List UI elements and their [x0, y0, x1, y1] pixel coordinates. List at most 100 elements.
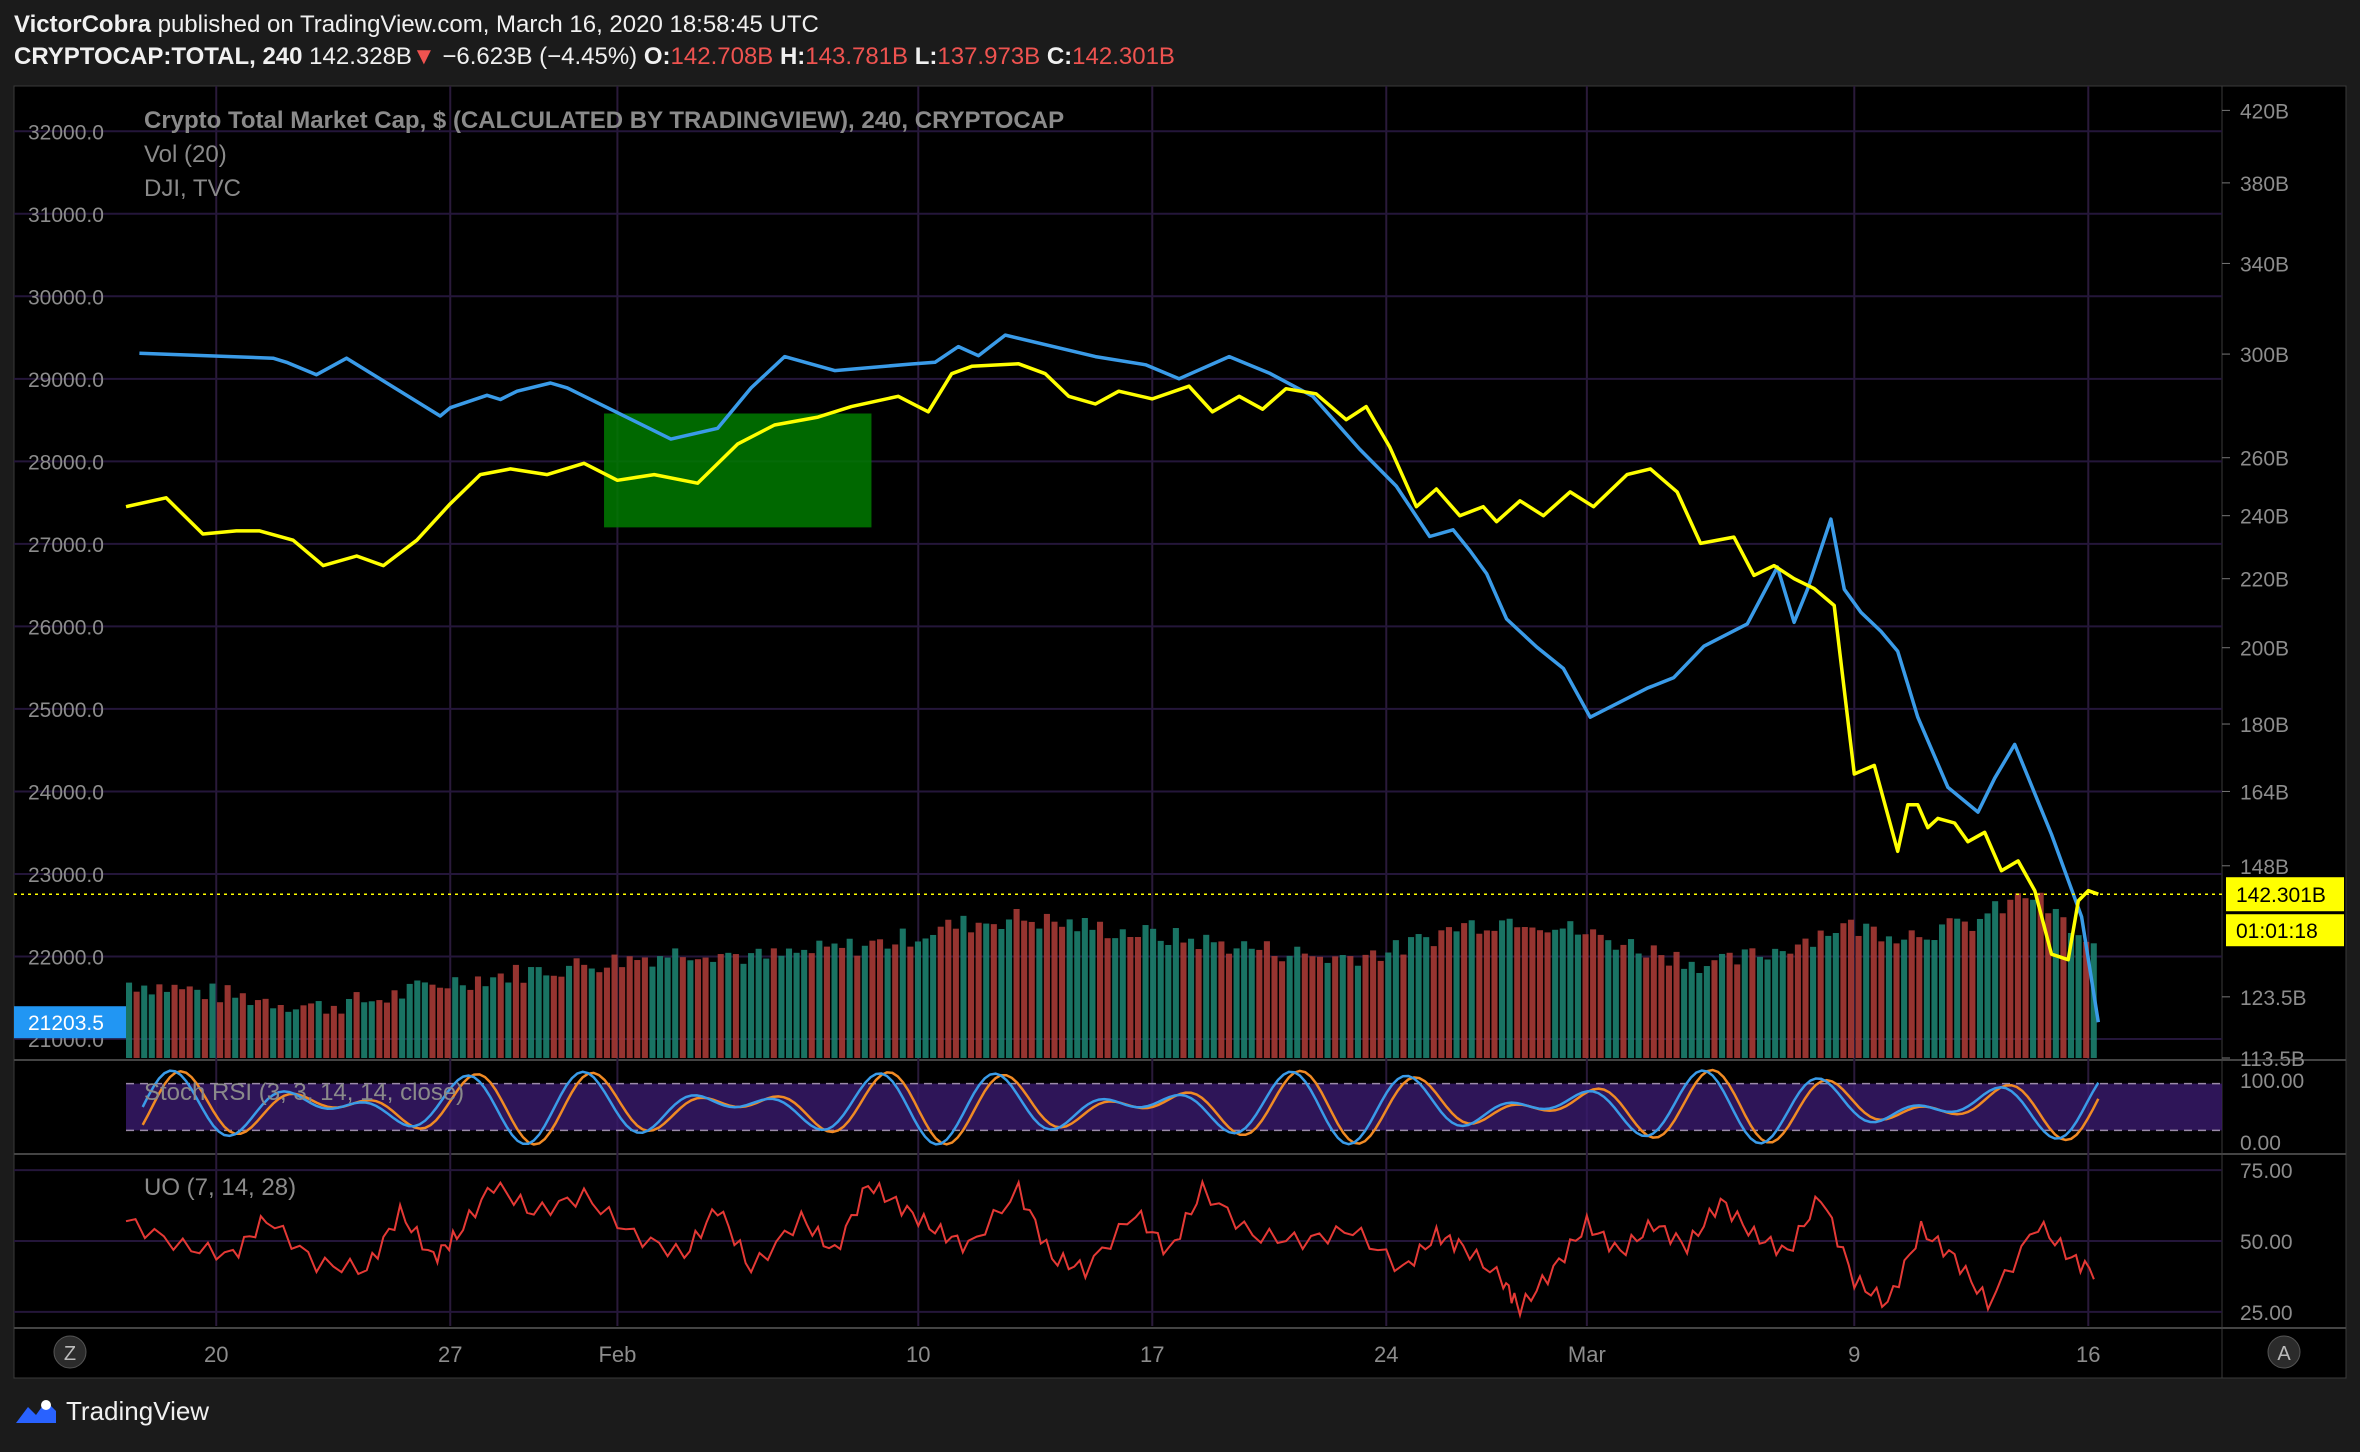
volume-bar [399, 998, 406, 1058]
volume-bar [1021, 920, 1028, 1058]
volume-bar [968, 932, 975, 1058]
volume-bar [1150, 928, 1157, 1058]
volume-bar [1225, 953, 1233, 1058]
volume-bar [1043, 913, 1050, 1058]
volume-bar [664, 957, 671, 1058]
volume-bar [429, 984, 436, 1058]
volume-bar [2083, 941, 2090, 1058]
volume-bar [2014, 893, 2021, 1058]
volume-bar [1552, 929, 1559, 1058]
left-axis-tick: 26000.0 [28, 616, 104, 639]
volume-bar [1665, 965, 1672, 1058]
volume-bar [201, 999, 208, 1058]
right-axis-tick: 340B [2240, 253, 2289, 276]
symbol-name[interactable]: CRYPTOCAP:TOTAL, 240 [14, 43, 303, 70]
volume-bar [1605, 940, 1612, 1058]
volume-bar [1650, 945, 1657, 1058]
left-axis-tick: 22000.0 [28, 946, 104, 969]
volume-bar [277, 1004, 284, 1058]
volume-bar [543, 975, 550, 1058]
timezone-button[interactable] [53, 1335, 87, 1369]
volume-bar [930, 934, 937, 1058]
volume-bar [1772, 948, 1779, 1058]
volume-bar [1134, 937, 1141, 1058]
volume-bar [717, 954, 724, 1058]
low-label: L: [914, 43, 938, 70]
volume-bar [1188, 938, 1195, 1058]
volume-bar [1013, 908, 1020, 1058]
volume-bar [452, 977, 459, 1058]
volume-bar [983, 923, 990, 1058]
volume-bar [1923, 939, 1930, 1058]
volume-bar [1817, 930, 1824, 1058]
volume-bar [308, 1003, 315, 1058]
chart-background [13, 85, 2223, 1379]
volume-bar [1233, 948, 1240, 1058]
price-badge [2226, 877, 2344, 912]
volume-bar [679, 957, 686, 1058]
volume-bar [1112, 938, 1119, 1058]
uo-line [125, 1178, 2095, 1319]
stoch-axis-tick: 0.00 [2240, 1132, 2281, 1155]
publisher-name[interactable]: VictorCobra [14, 11, 151, 38]
uo-axis-tick: 50.00 [2240, 1231, 2293, 1254]
publish-line: VictorCobra published on TradingView.com… [14, 10, 2314, 40]
volume-bar [641, 957, 648, 1058]
volume-bar [497, 973, 504, 1058]
volume-bar [232, 997, 239, 1058]
volume-bar [778, 955, 785, 1058]
volume-bar [1339, 955, 1346, 1058]
volume-bar [406, 983, 413, 1058]
volume-bar [1893, 943, 1900, 1058]
volume-bar [550, 975, 557, 1058]
right-axis-tick: 240B [2240, 506, 2289, 529]
tradingview-logo-icon [16, 1399, 56, 1423]
brand-name: TradingView [66, 1396, 210, 1426]
volume-bar [285, 1011, 292, 1058]
volume-bar [907, 946, 914, 1058]
volume-bar [171, 984, 178, 1058]
volume-bar [1847, 919, 1855, 1058]
volume-bar [1794, 944, 1801, 1058]
volume-bar [1423, 937, 1430, 1058]
volume-bar [619, 967, 626, 1058]
volume-bar [1521, 927, 1528, 1058]
volume-bar [1377, 960, 1384, 1058]
volume-bar [1559, 928, 1566, 1058]
volume-bar [1779, 951, 1786, 1058]
volume-bar [1059, 926, 1066, 1058]
close-value: 142.301B [1072, 43, 1175, 70]
volume-bar [861, 945, 868, 1058]
volume-bar [892, 944, 899, 1058]
volume-bar [793, 952, 800, 1058]
volume-bar [247, 1005, 254, 1058]
volume-bar [2037, 892, 2044, 1058]
volume-bar [657, 956, 664, 1058]
left-axis-tick: 29000.0 [28, 369, 104, 392]
x-axis-tick: Mar [1568, 1342, 1606, 1367]
volume-bar [224, 985, 231, 1058]
volume-bar [770, 948, 777, 1058]
volume-bar [535, 967, 542, 1058]
volume-bar [383, 1002, 390, 1058]
volume-bar [323, 1013, 330, 1058]
volume-bar [1711, 960, 1718, 1058]
volume-bar [1992, 901, 1999, 1058]
volume-bar [482, 986, 489, 1058]
open-label: O: [643, 43, 671, 70]
volume-bar [1074, 931, 1081, 1058]
volume-bar [914, 941, 921, 1058]
volume-bar [1536, 930, 1544, 1058]
volume-bar [884, 948, 891, 1058]
volume-bar [649, 966, 656, 1058]
volume-bar [748, 953, 755, 1058]
footer-brand[interactable]: TradingView [14, 1396, 209, 1427]
volume-bar [823, 946, 830, 1058]
volume-bar [414, 980, 421, 1058]
auto-scale-button[interactable] [2267, 1335, 2301, 1369]
volume-bar [474, 976, 482, 1058]
volume-bar [1392, 940, 1399, 1058]
volume-bar [1764, 959, 1771, 1058]
volume-bar [1127, 937, 1134, 1058]
